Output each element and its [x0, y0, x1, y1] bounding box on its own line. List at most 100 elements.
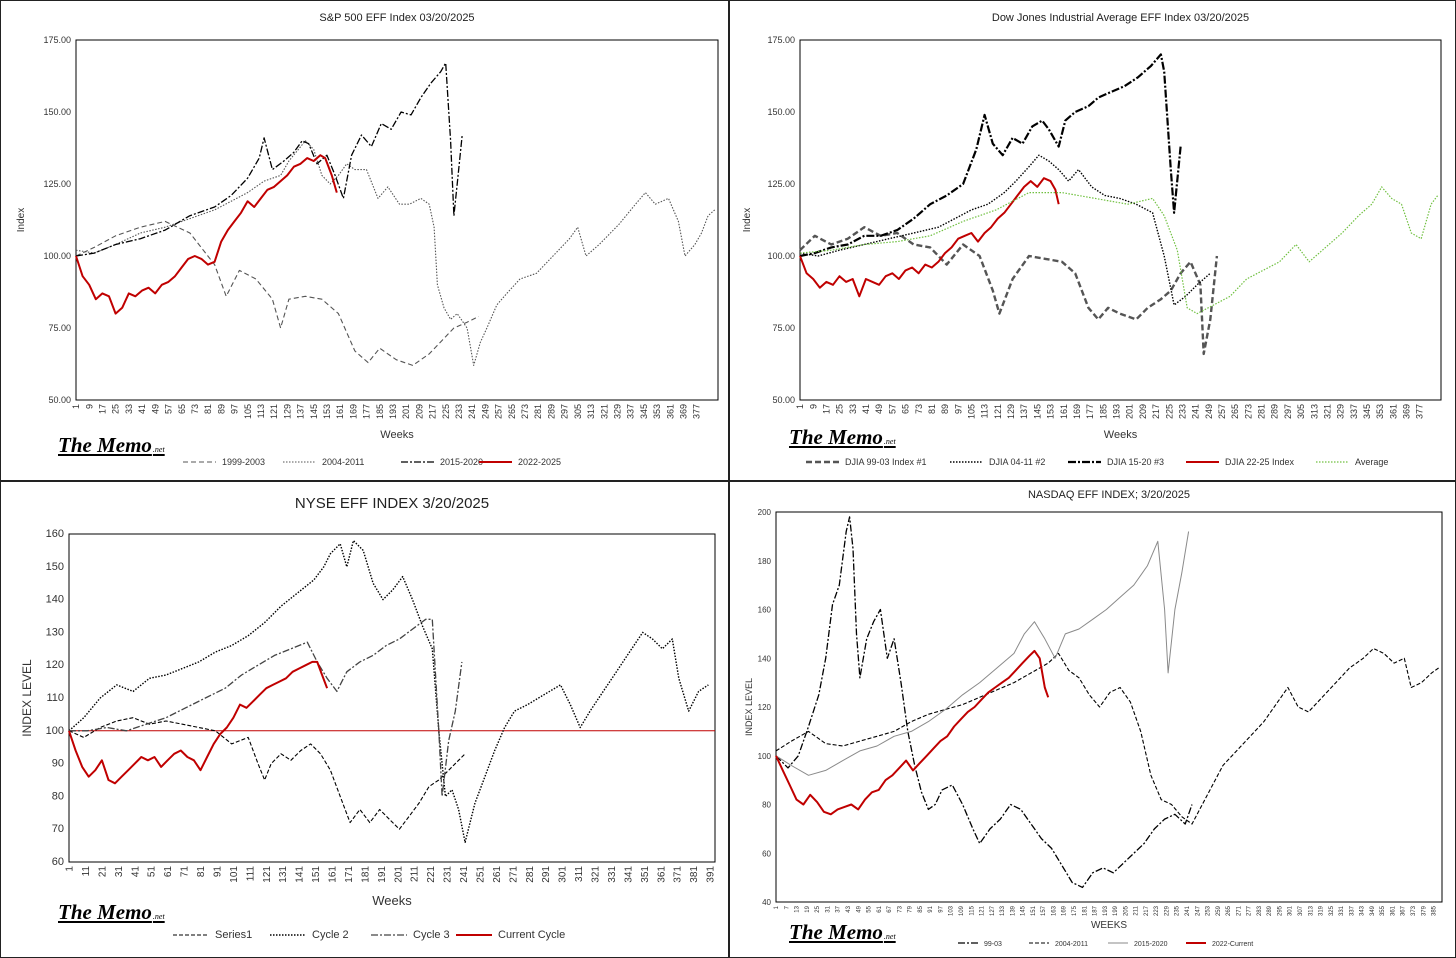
x-tick-label: 73	[914, 404, 924, 414]
legend-label: DJIA 04-11 #2	[989, 457, 1045, 467]
x-tick-label: 341	[623, 866, 634, 883]
legend-label: Cycle 2	[312, 929, 349, 941]
y-tick-label: 60	[762, 849, 771, 858]
x-tick-label: 11	[81, 866, 92, 877]
x-tick-label: 193	[1103, 905, 1109, 916]
x-tick-label: 145	[309, 404, 319, 419]
x-tick-label: 191	[377, 866, 388, 883]
y-tick-label: 140	[46, 594, 64, 606]
legend-label: Current Cycle	[498, 929, 565, 941]
x-tick-label: 349	[1370, 905, 1376, 916]
x-tick-label: 121	[980, 905, 986, 916]
x-tick-label: 81	[927, 404, 937, 414]
x-tick-label: 169	[1062, 905, 1068, 916]
x-tick-label: 277	[1247, 905, 1253, 916]
x-tick-label: 241	[1185, 905, 1191, 916]
x-tick-label: 25	[111, 404, 121, 414]
brand-logo: The Memo.net	[789, 920, 896, 944]
x-tick-label: 163	[1051, 905, 1057, 916]
y-tick-label: 160	[46, 528, 64, 540]
x-tick-label: 351	[640, 866, 651, 883]
x-tick-label: 331	[1339, 905, 1345, 916]
x-tick-label: 161	[335, 404, 345, 419]
y-axis-label: INDEX LEVEL	[744, 678, 754, 736]
plot-area	[775, 511, 1443, 903]
x-tick-label: 271	[1236, 905, 1242, 916]
x-tick-label: 371	[673, 866, 684, 883]
x-tick-label: 185	[375, 404, 385, 419]
legend-label: 2015-2020	[440, 457, 483, 467]
x-tick-label: 161	[328, 866, 339, 883]
x-tick-label: 41	[130, 866, 141, 878]
y-tick-label: 50.00	[772, 395, 795, 405]
x-tick-label: 343	[1360, 905, 1366, 916]
x-tick-label: 319	[1319, 905, 1325, 916]
x-tick-label: 81	[196, 866, 207, 878]
x-axis-label: Weeks	[380, 429, 414, 441]
x-tick-label: 249	[480, 404, 490, 419]
x-tick-label: 41	[861, 404, 871, 414]
x-tick-label: 379	[1421, 905, 1427, 916]
x-tick-label: 33	[848, 404, 858, 414]
y-tick-label: 90	[52, 758, 64, 770]
x-tick-label: 129	[282, 404, 292, 419]
x-tick-label: 247	[1195, 905, 1201, 916]
x-tick-label: 231	[443, 866, 454, 883]
x-tick-label: 321	[1322, 404, 1332, 419]
y-axis-label: Index	[742, 208, 753, 232]
x-tick-label: 57	[887, 404, 897, 414]
y-tick-label: 150.00	[767, 107, 795, 117]
y-tick-label: 130	[46, 626, 64, 638]
x-tick-label: 229	[1164, 905, 1170, 916]
x-tick-label: 289	[1270, 404, 1280, 419]
x-tick-label: 273	[520, 404, 530, 419]
y-tick-label: 100	[758, 752, 772, 761]
djia-chart: Dow Jones Industrial Average EFF Index 0…	[742, 12, 1442, 467]
x-tick-label: 301	[1288, 905, 1294, 916]
x-tick-label: 337	[626, 404, 636, 419]
x-tick-label: 91	[928, 905, 934, 912]
x-tick-label: 297	[560, 404, 570, 419]
x-tick-label: 157	[1041, 905, 1047, 916]
x-tick-label: 121	[269, 404, 279, 419]
x-tick-label: 271	[508, 866, 519, 883]
x-tick-label: 193	[388, 404, 398, 419]
y-tick-label: 75.00	[48, 323, 71, 333]
series-line-2	[775, 647, 1439, 825]
x-tick-label: 177	[362, 404, 372, 419]
x-tick-label: 85	[918, 905, 924, 912]
x-tick-label: 241	[467, 404, 477, 419]
djia-chart-panel: Dow Jones Industrial Average EFF Index 0…	[729, 0, 1456, 481]
x-tick-label: 49	[150, 404, 160, 414]
plot-area	[68, 533, 716, 863]
x-tick-label: 151	[1031, 905, 1037, 916]
x-tick-label: 251	[475, 866, 486, 883]
x-tick-label: 17	[822, 404, 832, 414]
x-tick-label: 201	[401, 404, 411, 419]
nyse-chart-panel: NYSE EFF INDEX 3/20/2025 60 70 80 90 100 110 12…	[0, 481, 729, 958]
x-tick-label: 329	[612, 404, 622, 419]
series-line-2	[799, 154, 1211, 306]
series-line-3	[799, 53, 1182, 258]
x-tick-label: 67	[887, 905, 893, 912]
series-line-2	[75, 140, 716, 366]
x-tick-label: 313	[586, 404, 596, 419]
x-tick-label: 305	[1296, 404, 1306, 419]
x-tick-label: 233	[454, 404, 464, 419]
y-tick-label: 100.00	[767, 251, 795, 261]
x-tick-label: 55	[867, 905, 873, 912]
x-tick-label: 295	[1277, 905, 1283, 916]
x-tick-label: 283	[1257, 905, 1263, 916]
series-line-1	[68, 717, 466, 830]
x-tick-label: 361	[1390, 905, 1396, 916]
x-tick-label: 261	[492, 866, 503, 883]
y-axis-label: INDEX LEVEL	[20, 659, 34, 737]
series-group	[75, 62, 716, 366]
x-tick-label: 353	[1375, 404, 1385, 419]
x-tick-label: 265	[1230, 404, 1240, 419]
x-tick-label: 1	[795, 404, 805, 409]
x-tick-label: 233	[1177, 404, 1187, 419]
y-tick-label: 110	[46, 692, 64, 704]
y-tick-label: 75.00	[772, 323, 795, 333]
x-tick-label: 115	[969, 905, 975, 915]
